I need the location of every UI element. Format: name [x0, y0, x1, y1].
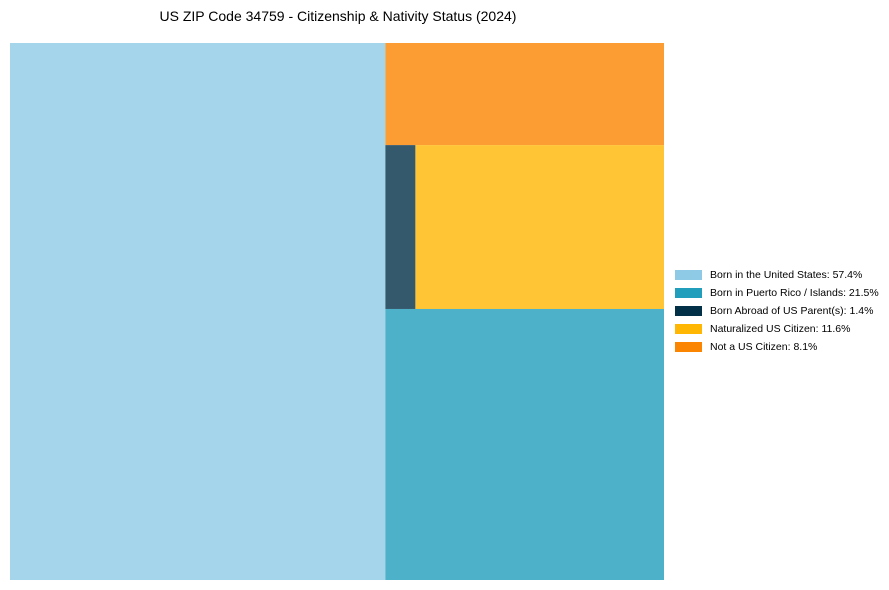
- legend-label: Naturalized US Citizen: 11.6%: [710, 323, 851, 335]
- treemap-cell-naturalized-us-citizen: [415, 145, 664, 309]
- legend-label: Not a US Citizen: 8.1%: [710, 341, 818, 353]
- legend-item-naturalized: Naturalized US Citizen: 11.6%: [675, 320, 879, 338]
- legend: Born in the United States: 57.4% Born in…: [675, 266, 879, 356]
- legend-item-not-citizen: Not a US Citizen: 8.1%: [675, 338, 879, 356]
- legend-swatch: [675, 324, 702, 334]
- legend-item-born-abroad: Born Abroad of US Parent(s): 1.4%: [675, 302, 879, 320]
- treemap-cell-born-in-puerto-rico-islands: [385, 308, 664, 580]
- legend-swatch: [675, 288, 702, 298]
- legend-label: Born in the United States: 57.4%: [710, 269, 863, 281]
- chart-title: US ZIP Code 34759 - Citizenship & Nativi…: [159, 8, 517, 24]
- legend-item-born-puerto-rico: Born in Puerto Rico / Islands: 21.5%: [675, 284, 879, 302]
- legend-swatch: [675, 306, 702, 316]
- treemap-cell-not-a-us-citizen: [385, 43, 664, 146]
- treemap-cell-born-in-the-united-states: [10, 43, 386, 580]
- legend-label: Born Abroad of US Parent(s): 1.4%: [710, 305, 874, 317]
- legend-label: Born in Puerto Rico / Islands: 21.5%: [710, 287, 879, 299]
- legend-swatch: [675, 342, 702, 352]
- legend-swatch: [675, 270, 702, 280]
- treemap-cell-born-abroad-of-us-parent-s: [385, 145, 416, 309]
- legend-item-born-us: Born in the United States: 57.4%: [675, 266, 879, 284]
